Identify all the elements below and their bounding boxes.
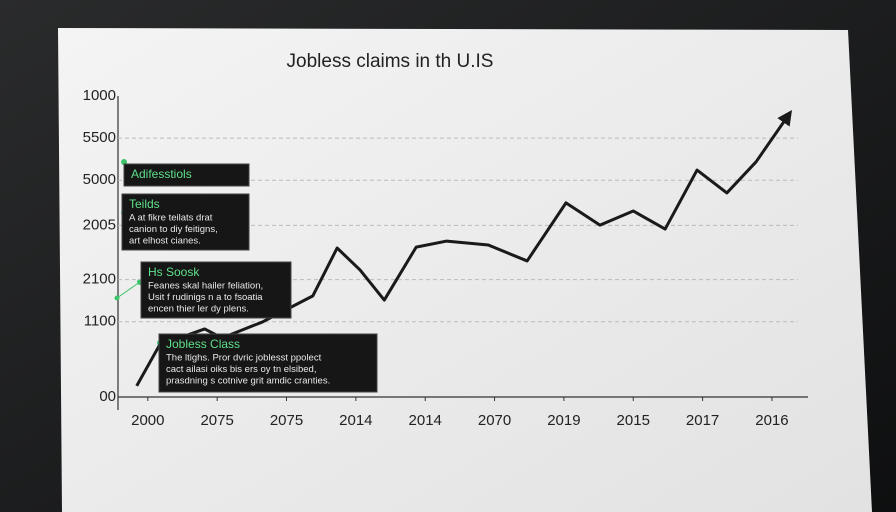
y-tick-label: 1000 bbox=[83, 87, 116, 104]
x-tick-label: 2015 bbox=[617, 412, 650, 429]
annotation: Hs Soosk Feanes skal hailer feliation,Usi… bbox=[140, 261, 292, 319]
y-tick-label: 1100 bbox=[84, 313, 116, 330]
x-tick-label: 2017 bbox=[686, 412, 719, 429]
x-tick-label: 2070 bbox=[478, 412, 511, 429]
annotation-text: cact ailasi oiks bis ers oy tn elsibed, bbox=[166, 364, 316, 375]
annotation-text: Usit f rudinigs n a to fsoatia bbox=[148, 292, 263, 303]
annotation-text: art elhost cianes. bbox=[129, 236, 201, 247]
x-tick-label: 2014 bbox=[409, 412, 442, 429]
annotation-title: Hs Soosk bbox=[148, 265, 200, 279]
annotation-text: prasdning s cotnive grit amdic cranties. bbox=[166, 376, 330, 387]
annotation-text: The ltighs. Pror dvric joblesst ppolect bbox=[166, 353, 322, 364]
annotation-text: canion to diy feitigns, bbox=[129, 224, 218, 235]
connector bbox=[116, 281, 141, 299]
y-tick-label: 5500 bbox=[83, 129, 116, 146]
annotation-box bbox=[140, 261, 292, 319]
x-tick-label: 2019 bbox=[547, 412, 580, 429]
annotation-box bbox=[123, 163, 250, 187]
x-tick-label: 2000 bbox=[131, 412, 164, 429]
annotation-box bbox=[158, 333, 378, 393]
annotation: Jobless Class The ltighs. Pror dvric jobl… bbox=[158, 333, 378, 393]
annotation-title: Adifesstiols bbox=[131, 167, 192, 181]
chart-title: Jobless claims in th U.IS bbox=[287, 51, 494, 72]
x-tick-label: 2016 bbox=[755, 412, 788, 429]
x-tick-label: 2075 bbox=[270, 412, 303, 429]
y-tick-label: 5000 bbox=[83, 171, 116, 188]
annotation-text: A at fikre teilats drat bbox=[129, 213, 213, 224]
y-tick-label: 2005 bbox=[83, 216, 116, 233]
annotation-text: encen thier ler dy plens. bbox=[148, 304, 249, 315]
y-tick-label: 00 bbox=[99, 388, 116, 405]
annotation-text: Feanes skal hailer feliation, bbox=[148, 281, 263, 292]
annotation: Adifesstiols bbox=[123, 163, 250, 187]
y-tick-label: 2100 bbox=[83, 271, 116, 288]
x-tick-label: 2014 bbox=[339, 412, 372, 429]
annotation-title: Jobless Class bbox=[166, 337, 240, 351]
x-tick-label: 2075 bbox=[200, 412, 233, 429]
annotation-title: Teilds bbox=[129, 197, 160, 211]
annotation-box bbox=[121, 193, 250, 251]
data-line bbox=[135, 110, 793, 387]
